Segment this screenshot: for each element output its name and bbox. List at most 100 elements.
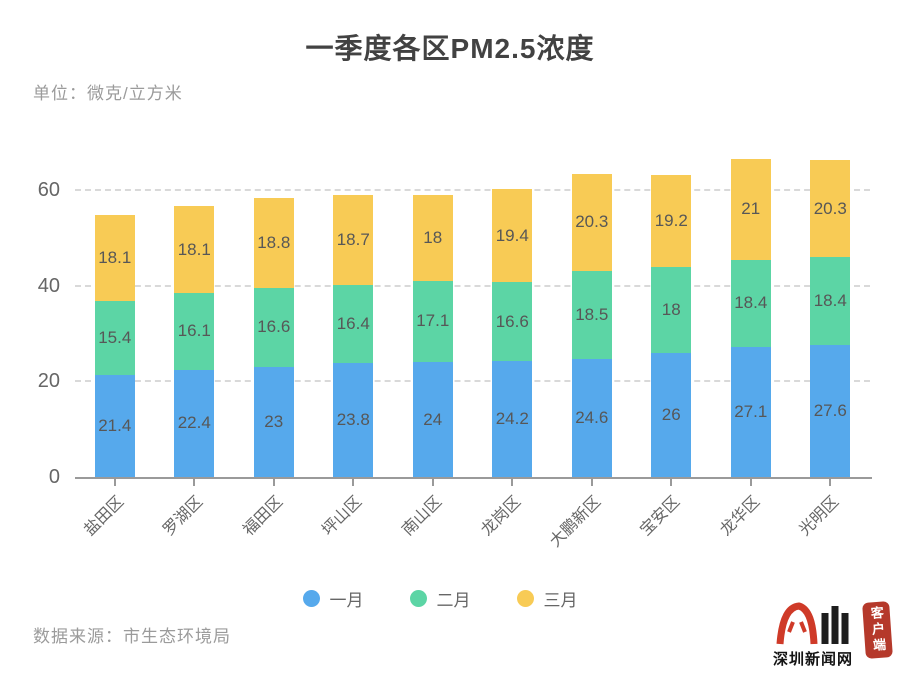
- bar-segment-january: 27.1: [730, 347, 771, 477]
- x-axis-tick: [272, 479, 275, 486]
- bar-value-label: 18.4: [813, 291, 847, 311]
- bar-segment-february: 17.1: [412, 280, 453, 363]
- legend-swatch: [409, 590, 427, 607]
- x-axis-tick: [352, 479, 355, 486]
- legend-item-february: 二月: [409, 586, 471, 611]
- y-axis-label: 60: [37, 179, 60, 202]
- x-axis-tick: [113, 479, 116, 486]
- bar-value-label: 18.7: [336, 230, 370, 250]
- sznews-logo: 深圳新闻网 客户端: [773, 600, 893, 678]
- bar-value-label: 18.1: [98, 247, 132, 267]
- bar-value-label: 26: [661, 404, 681, 424]
- grid-line: [75, 284, 870, 287]
- legend-swatch: [302, 590, 320, 607]
- client-badge-label: 客户端: [868, 605, 887, 655]
- x-axis-label: 盐田区: [81, 493, 128, 540]
- bar-segment-march: 20.3: [571, 173, 612, 271]
- bar-value-label: 19.4: [495, 225, 529, 245]
- bar-value-label: 20.3: [575, 212, 609, 232]
- grid-line: [75, 189, 870, 192]
- bar-value-label: 18.8: [257, 232, 291, 252]
- bar-segment-february: 18: [651, 266, 692, 353]
- x-axis-label: 坪山区: [319, 493, 366, 540]
- bar-value-label: 23: [264, 412, 284, 432]
- bar-segment-january: 23.8: [333, 363, 374, 477]
- bar-segment-january: 24.2: [492, 361, 533, 477]
- bar-segment-february: 15.4: [94, 301, 135, 375]
- data-source: 数据来源：市生态环境局: [33, 627, 231, 646]
- x-axis-label: 龙华区: [717, 493, 764, 540]
- logo-site-name: 深圳新闻网: [773, 651, 854, 668]
- bar-segment-january: 27.6: [810, 345, 851, 477]
- bar-segment-february: 16.6: [492, 281, 533, 362]
- bar-segment-march: 18.1: [94, 214, 135, 302]
- bar-value-label: 18.1: [177, 239, 211, 259]
- legend-label: 一月: [329, 591, 364, 610]
- bar-value-label: 18.5: [575, 305, 609, 325]
- bar-segment-january: 23: [253, 367, 294, 477]
- bar-value-label: 24: [423, 409, 443, 429]
- bar-value-label: 16.6: [257, 317, 291, 337]
- x-axis-tick: [193, 479, 196, 486]
- x-axis-tick: [511, 479, 514, 486]
- bar-value-label: 16.4: [336, 314, 370, 334]
- bar-value-label: 21: [741, 199, 761, 219]
- x-axis-tick: [829, 479, 832, 486]
- bar-value-label: 24.2: [495, 409, 529, 429]
- bar-value-label: 20.3: [813, 198, 847, 218]
- bar-segment-february: 16.4: [333, 284, 374, 364]
- x-axis-tick: [590, 479, 593, 486]
- x-axis-label: 罗湖区: [160, 493, 207, 540]
- bar-value-label: 16.6: [495, 311, 529, 331]
- bar-value-label: 22.4: [177, 413, 211, 433]
- sznews-logo-mark: [776, 602, 849, 645]
- bar-segment-march: 18.8: [253, 197, 294, 288]
- legend-item-january: 一月: [302, 586, 364, 611]
- x-axis-label: 南山区: [399, 493, 446, 540]
- bar-segment-march: 20.3: [810, 160, 851, 258]
- y-axis-label: 20: [37, 370, 60, 393]
- bar-value-label: 27.6: [813, 401, 847, 421]
- bar-segment-february: 16.1: [174, 292, 215, 370]
- bar-value-label: 18.4: [734, 293, 768, 313]
- bar-value-label: 24.6: [575, 408, 609, 428]
- x-axis-tick: [749, 479, 752, 486]
- bar-segment-february: 18.4: [730, 259, 771, 348]
- bar-segment-february: 18.4: [810, 257, 851, 346]
- legend: 一月 二月 三月: [0, 586, 890, 611]
- bar-value-label: 17.1: [416, 311, 450, 331]
- y-axis-label: 0: [48, 466, 60, 488]
- bar-segment-january: 21.4: [94, 374, 135, 477]
- bar-segment-january: 26: [651, 352, 692, 477]
- legend-item-march: 三月: [516, 586, 578, 611]
- x-axis-label: 光明区: [796, 493, 843, 540]
- bar-segment-march: 21: [730, 159, 771, 260]
- x-axis-label: 福田区: [240, 493, 287, 540]
- client-badge: 客户端: [862, 601, 893, 659]
- bar-segment-march: 18: [412, 194, 453, 281]
- bar-segment-january: 24: [412, 362, 453, 477]
- bar-value-label: 27.1: [734, 402, 768, 422]
- bar-value-label: 18: [661, 299, 681, 319]
- bar-segment-january: 22.4: [174, 369, 215, 477]
- bar-segment-january: 24.6: [571, 359, 612, 477]
- x-axis-label: 龙岗区: [478, 493, 525, 540]
- x-axis-tick: [431, 479, 434, 486]
- bar-segment-february: 18.5: [571, 270, 612, 360]
- legend-label: 三月: [543, 591, 578, 610]
- x-axis-label: 宝安区: [637, 493, 684, 540]
- bar-value-label: 23.8: [336, 410, 370, 430]
- sznews-logo-left: 深圳新闻网: [773, 600, 861, 678]
- bar-value-label: 15.4: [98, 327, 132, 347]
- x-axis-line: [75, 477, 872, 479]
- x-axis-tick: [670, 479, 673, 486]
- chart-title: 一季度各区PM2.5浓度: [305, 33, 595, 64]
- bar-segment-march: 19.4: [492, 189, 533, 282]
- bar-segment-march: 18.7: [333, 195, 374, 285]
- bar-value-label: 18: [423, 227, 443, 247]
- legend-label: 二月: [436, 591, 471, 610]
- grid-line: [75, 380, 870, 383]
- legend-swatch: [516, 590, 534, 607]
